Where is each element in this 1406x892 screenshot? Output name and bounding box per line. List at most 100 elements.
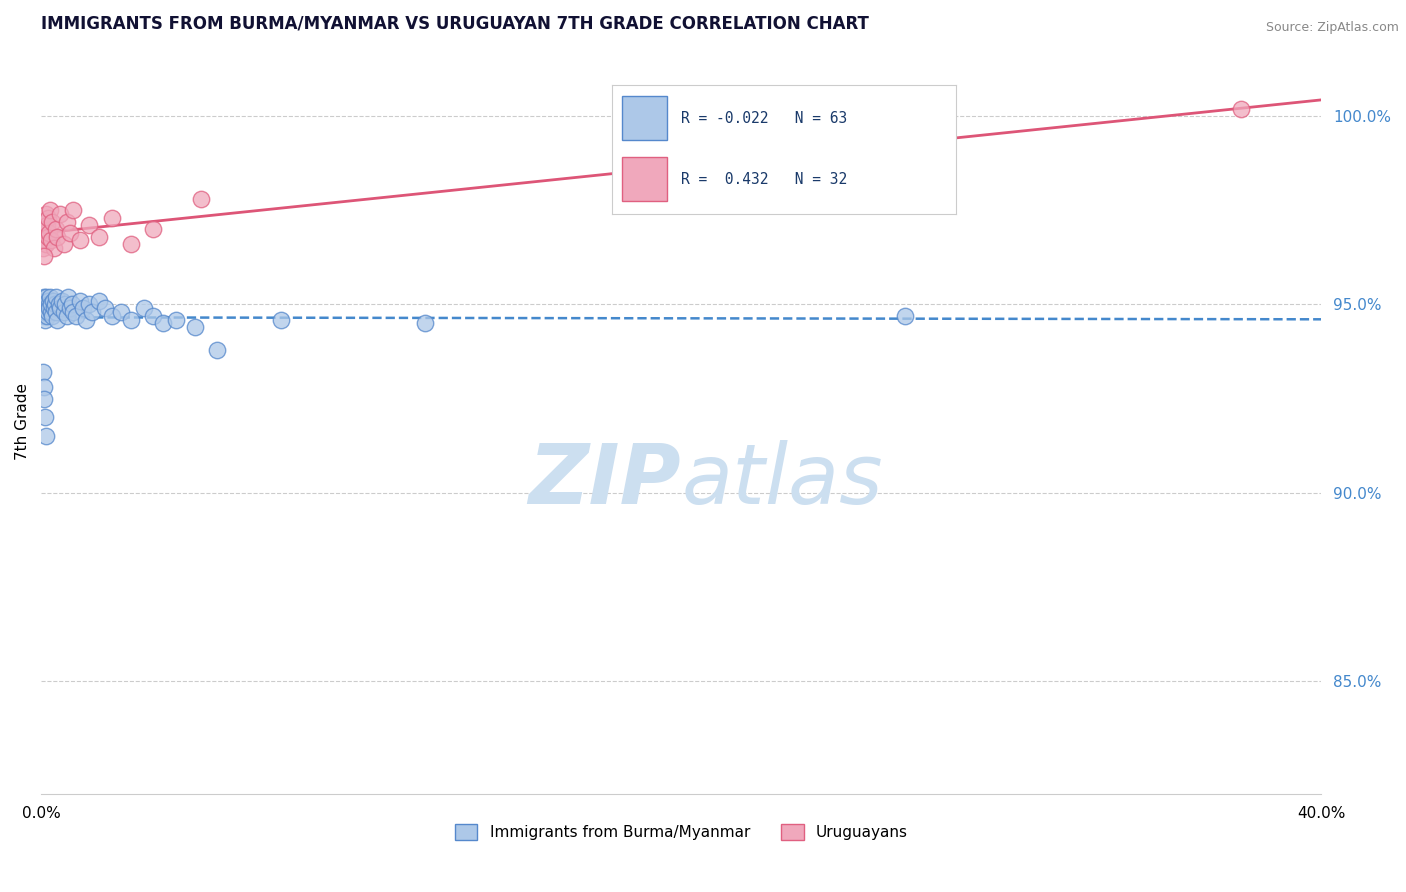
Point bbox=[51, 293, 73, 308]
Point bbox=[120, 312, 142, 326]
Point bbox=[62, 305, 84, 319]
Point bbox=[52, 237, 75, 252]
Bar bbox=[621, 157, 666, 202]
Point bbox=[60, 297, 83, 311]
Point bbox=[32, 248, 55, 262]
Point bbox=[34, 392, 56, 406]
Point bbox=[142, 222, 165, 236]
Point bbox=[46, 312, 69, 326]
Point bbox=[59, 226, 82, 240]
Point bbox=[75, 312, 97, 326]
Point bbox=[31, 305, 53, 319]
Legend: Immigrants from Burma/Myanmar, Uruguayans: Immigrants from Burma/Myanmar, Uruguayan… bbox=[449, 818, 914, 846]
Point bbox=[41, 297, 63, 311]
Point bbox=[39, 203, 62, 218]
Point bbox=[44, 297, 66, 311]
Point bbox=[120, 237, 142, 252]
Point bbox=[44, 305, 66, 319]
Point bbox=[39, 305, 62, 319]
Point bbox=[65, 309, 87, 323]
Point bbox=[35, 237, 58, 252]
Point bbox=[205, 343, 228, 357]
Point bbox=[45, 290, 67, 304]
Point bbox=[32, 365, 55, 379]
Point bbox=[35, 297, 58, 311]
Point bbox=[69, 293, 91, 308]
Point bbox=[37, 305, 59, 319]
Point bbox=[77, 219, 100, 233]
Point bbox=[413, 316, 436, 330]
Point bbox=[55, 309, 77, 323]
Point bbox=[42, 241, 65, 255]
Point bbox=[44, 222, 66, 236]
Point bbox=[894, 309, 917, 323]
Point bbox=[34, 214, 56, 228]
Point bbox=[94, 301, 117, 316]
Point bbox=[49, 301, 72, 316]
Point bbox=[48, 297, 70, 311]
Point bbox=[37, 229, 59, 244]
Text: IMMIGRANTS FROM BURMA/MYANMAR VS URUGUAYAN 7TH GRADE CORRELATION CHART: IMMIGRANTS FROM BURMA/MYANMAR VS URUGUAY… bbox=[41, 15, 869, 33]
Point bbox=[34, 207, 56, 221]
Point bbox=[87, 293, 110, 308]
Text: R = -0.022   N = 63: R = -0.022 N = 63 bbox=[681, 111, 846, 126]
Point bbox=[53, 297, 76, 311]
Point bbox=[49, 207, 72, 221]
Point bbox=[46, 229, 69, 244]
Point bbox=[32, 293, 55, 308]
Point bbox=[38, 226, 60, 240]
Point bbox=[82, 305, 104, 319]
Point bbox=[110, 305, 132, 319]
Point bbox=[32, 226, 55, 240]
Point bbox=[35, 301, 58, 316]
Point bbox=[38, 297, 60, 311]
Point bbox=[35, 219, 58, 233]
Y-axis label: 7th Grade: 7th Grade bbox=[15, 383, 30, 459]
Point bbox=[34, 410, 56, 425]
Point bbox=[41, 214, 63, 228]
Point bbox=[77, 297, 100, 311]
Point bbox=[31, 229, 53, 244]
Point bbox=[34, 297, 56, 311]
Point bbox=[34, 290, 56, 304]
Point bbox=[34, 234, 56, 248]
Point bbox=[41, 309, 63, 323]
Point bbox=[34, 312, 56, 326]
Point bbox=[190, 192, 212, 206]
Point bbox=[32, 297, 55, 311]
Point bbox=[165, 312, 187, 326]
Text: atlas: atlas bbox=[681, 441, 883, 521]
Point bbox=[55, 214, 77, 228]
Point bbox=[34, 429, 56, 443]
Point bbox=[32, 309, 55, 323]
Point bbox=[35, 309, 58, 323]
Point bbox=[42, 301, 65, 316]
Point bbox=[62, 203, 84, 218]
Text: R =  0.432   N = 32: R = 0.432 N = 32 bbox=[681, 171, 846, 186]
Point bbox=[87, 229, 110, 244]
Point bbox=[152, 316, 174, 330]
Point bbox=[39, 290, 62, 304]
Point bbox=[37, 293, 59, 308]
Bar bbox=[621, 96, 666, 140]
Point bbox=[59, 301, 82, 316]
Point bbox=[34, 293, 56, 308]
Point bbox=[32, 222, 55, 236]
Point bbox=[132, 301, 155, 316]
Point bbox=[52, 305, 75, 319]
Point bbox=[38, 301, 60, 316]
Point bbox=[1230, 102, 1253, 116]
Point bbox=[32, 380, 55, 394]
Point bbox=[39, 234, 62, 248]
Text: Source: ZipAtlas.com: Source: ZipAtlas.com bbox=[1265, 21, 1399, 34]
Point bbox=[34, 305, 56, 319]
Point bbox=[35, 290, 58, 304]
Point bbox=[37, 211, 59, 225]
Text: ZIP: ZIP bbox=[529, 441, 681, 521]
Point bbox=[32, 301, 55, 316]
Point bbox=[42, 293, 65, 308]
Point bbox=[270, 312, 292, 326]
Point bbox=[72, 301, 94, 316]
Point bbox=[100, 309, 122, 323]
Point bbox=[100, 211, 122, 225]
